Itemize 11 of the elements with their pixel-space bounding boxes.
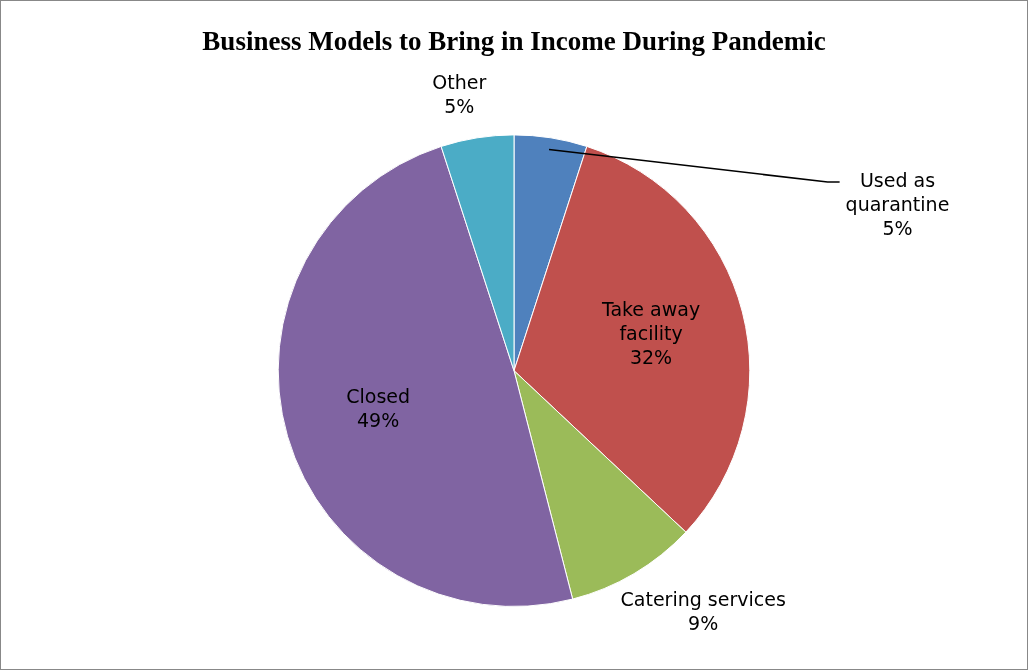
chart-title: Business Models to Bring in Income During Pandemic	[202, 26, 826, 57]
data-label: 49%	[357, 409, 400, 432]
slice-label: Closed	[346, 385, 411, 408]
slice-label: Used as quarantine	[845, 169, 950, 215]
data-label: 5%	[444, 94, 475, 117]
slice-label: Catering services	[620, 588, 786, 611]
data-label: 9%	[688, 612, 719, 635]
data-label: 32%	[629, 346, 673, 369]
data-label: 5%	[882, 217, 913, 239]
slice-label: Take away facility	[600, 298, 701, 345]
slice-label: Other	[432, 70, 487, 93]
